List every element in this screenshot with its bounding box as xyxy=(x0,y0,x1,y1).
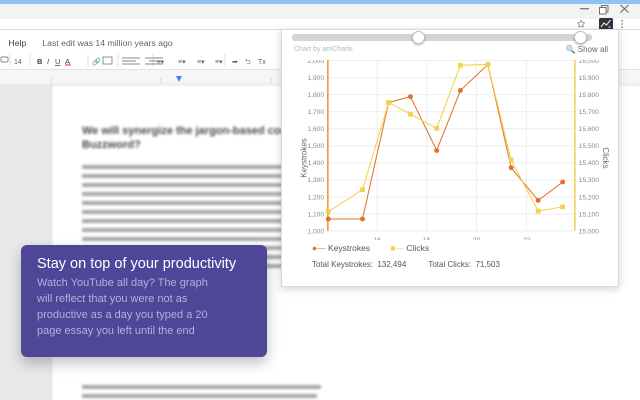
svg-text:14: 14 xyxy=(14,59,22,66)
svg-text:15,700: 15,700 xyxy=(579,109,600,116)
svg-text:≡▾: ≡▾ xyxy=(197,59,205,66)
svg-text:⮌: ⮌ xyxy=(245,58,251,66)
svg-text:22: 22 xyxy=(523,237,531,240)
svg-text:1,400: 1,400 xyxy=(307,160,324,167)
svg-text:1,100: 1,100 xyxy=(307,211,324,218)
svg-text:1,900: 1,900 xyxy=(307,75,324,82)
svg-text:18: 18 xyxy=(423,237,431,240)
svg-text:I: I xyxy=(47,57,49,66)
svg-text:U: U xyxy=(55,57,60,66)
svg-text:1,500: 1,500 xyxy=(307,143,324,150)
svg-text:15,000: 15,000 xyxy=(579,228,600,235)
svg-text:15,500: 15,500 xyxy=(579,143,600,150)
svg-text:B: B xyxy=(37,57,43,66)
svg-text:16: 16 xyxy=(373,237,381,240)
svg-text:1,700: 1,700 xyxy=(307,109,324,116)
svg-text:≡▾: ≡▾ xyxy=(178,59,186,66)
svg-text:1,200: 1,200 xyxy=(307,194,324,201)
svg-text:1,300: 1,300 xyxy=(307,177,324,184)
svg-text:16,000: 16,000 xyxy=(579,60,600,65)
svg-text:🔗: 🔗 xyxy=(92,57,101,66)
svg-text:1,600: 1,600 xyxy=(307,126,324,133)
svg-text:2,000: 2,000 xyxy=(307,60,324,65)
svg-text:15,600: 15,600 xyxy=(579,126,600,133)
svg-text:15,400: 15,400 xyxy=(579,160,600,167)
svg-text:15,100: 15,100 xyxy=(579,211,600,218)
svg-text:15,300: 15,300 xyxy=(579,177,600,184)
svg-text:≡▾: ≡▾ xyxy=(215,59,223,66)
svg-text:≡▾: ≡▾ xyxy=(157,59,165,66)
svg-text:1,000: 1,000 xyxy=(307,228,324,235)
svg-text:15,900: 15,900 xyxy=(579,75,600,82)
svg-text:15,200: 15,200 xyxy=(579,194,600,201)
svg-text:Tx: Tx xyxy=(258,59,266,66)
svg-text:➡: ➡ xyxy=(232,59,238,66)
svg-text:15,800: 15,800 xyxy=(579,92,600,99)
svg-text:1,800: 1,800 xyxy=(307,92,324,99)
svg-text:20: 20 xyxy=(473,237,481,240)
